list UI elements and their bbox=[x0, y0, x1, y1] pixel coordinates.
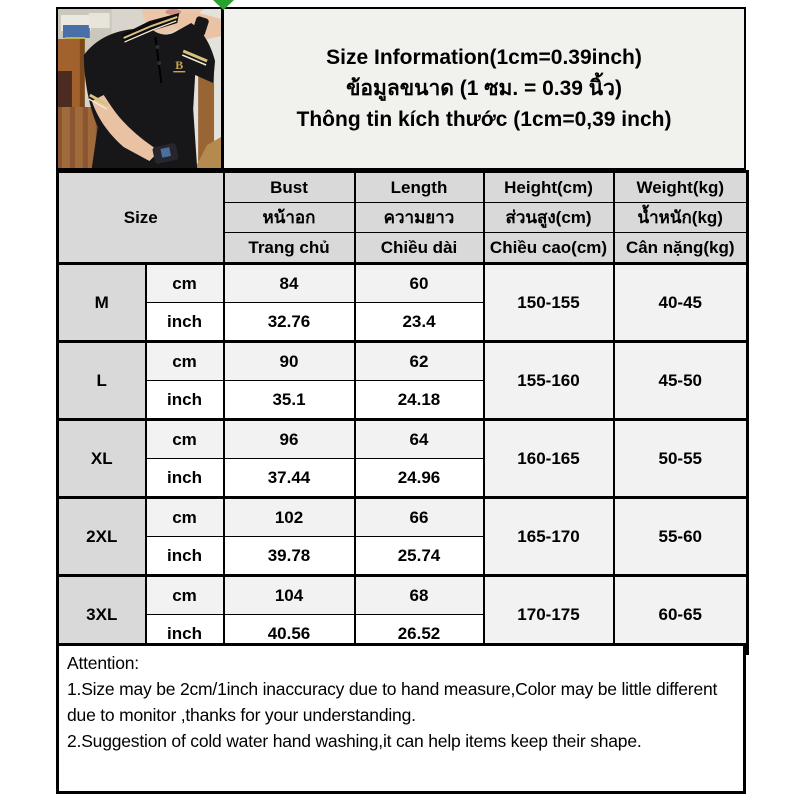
size-table: Size Bust Length Height(cm) Weight(kg) ห… bbox=[56, 170, 749, 655]
size-2xl: 2XL bbox=[56, 496, 147, 576]
m-length-cm: 60 bbox=[353, 262, 485, 303]
row-l-inch: inch 35.1 24.18 bbox=[58, 380, 748, 420]
2xl-bust-cm: 102 bbox=[222, 496, 356, 537]
3xl-weight: 60-65 bbox=[612, 574, 749, 654]
col-weight-en: Weight(kg) bbox=[612, 171, 749, 203]
green-corner-accent bbox=[213, 0, 234, 10]
3xl-length-cm: 68 bbox=[353, 574, 485, 615]
col-bust-th: หน้าอก bbox=[222, 202, 356, 233]
unit-cm: cm bbox=[144, 574, 225, 615]
2xl-bust-inch: 39.78 bbox=[222, 536, 356, 576]
row-l-cm: L cm 90 62 155-160 45-50 bbox=[56, 340, 749, 420]
header-row-thai: หน้าอก ความยาว ส่วนสูง(cm) น้ำหนัก(kg) bbox=[58, 202, 749, 233]
col-height-vi: Chiều cao(cm) bbox=[482, 232, 615, 264]
xl-weight: 50-55 bbox=[612, 418, 749, 498]
title-vietnamese: Thông tin kích thước (1cm=0,39 inch) bbox=[296, 108, 672, 131]
l-length-inch: 24.18 bbox=[353, 380, 485, 420]
col-weight-th: น้ำหนัก(kg) bbox=[612, 202, 749, 233]
unit-inch: inch bbox=[144, 302, 225, 342]
m-height: 150-155 bbox=[482, 262, 615, 342]
l-length-cm: 62 bbox=[353, 340, 485, 381]
title-english: Size Information(1cm=0.39inch) bbox=[326, 46, 642, 69]
col-height-th: ส่วนสูง(cm) bbox=[482, 202, 615, 233]
unit-inch: inch bbox=[144, 380, 225, 420]
l-weight: 45-50 bbox=[612, 340, 749, 420]
row-2xl-inch: inch 39.78 25.74 bbox=[58, 536, 748, 576]
2xl-length-inch: 25.74 bbox=[353, 536, 485, 576]
unit-inch: inch bbox=[144, 536, 225, 576]
3xl-height: 170-175 bbox=[482, 574, 615, 654]
size-xl: XL bbox=[56, 418, 147, 498]
row-3xl-cm: 3XL cm 104 68 170-175 60-65 bbox=[56, 574, 749, 654]
xl-length-inch: 24.96 bbox=[353, 458, 485, 498]
m-bust-inch: 32.76 bbox=[222, 302, 356, 342]
top-section: B Size Information(1cm=0.39inch) ข้อมูลข… bbox=[56, 7, 746, 170]
l-height: 155-160 bbox=[482, 340, 615, 420]
size-header-cell: Size bbox=[56, 171, 225, 264]
xl-bust-cm: 96 bbox=[222, 418, 356, 459]
size-m: M bbox=[56, 262, 147, 342]
row-m-cm: M cm 84 60 150-155 40-45 bbox=[56, 262, 749, 342]
xl-length-cm: 64 bbox=[353, 418, 485, 459]
unit-cm: cm bbox=[144, 340, 225, 381]
attention-notes: Attention: 1.Size may be 2cm/1inch inacc… bbox=[56, 643, 746, 794]
attention-note-1: 1.Size may be 2cm/1inch inaccuracy due t… bbox=[67, 679, 718, 725]
m-length-inch: 23.4 bbox=[353, 302, 485, 342]
2xl-weight: 55-60 bbox=[612, 496, 749, 576]
2xl-height: 165-170 bbox=[482, 496, 615, 576]
l-bust-inch: 35.1 bbox=[222, 380, 356, 420]
row-xl-cm: XL cm 96 64 160-165 50-55 bbox=[56, 418, 749, 498]
unit-cm: cm bbox=[144, 418, 225, 459]
header-row-vietnamese: Trang chủ Chiều dài Chiều cao(cm) Cân nặ… bbox=[58, 232, 749, 264]
col-length-en: Length bbox=[353, 171, 485, 203]
3xl-bust-cm: 104 bbox=[222, 574, 356, 615]
col-bust-en: Bust bbox=[222, 171, 356, 203]
row-2xl-cm: 2XL cm 102 66 165-170 55-60 bbox=[56, 496, 749, 576]
col-weight-vi: Cân nặng(kg) bbox=[612, 232, 749, 264]
attention-heading: Attention: bbox=[67, 653, 139, 673]
row-m-inch: inch 32.76 23.4 bbox=[58, 302, 748, 342]
unit-cm: cm bbox=[144, 496, 225, 537]
2xl-length-cm: 66 bbox=[353, 496, 485, 537]
xl-bust-inch: 37.44 bbox=[222, 458, 356, 498]
size-l: L bbox=[56, 340, 147, 420]
col-bust-vi: Trang chủ bbox=[222, 232, 356, 264]
title-thai: ข้อมูลขนาด (1 ซม. = 0.39 นิ้ว) bbox=[346, 77, 622, 100]
svg-text:B: B bbox=[175, 58, 183, 72]
col-length-th: ความยาว bbox=[353, 202, 485, 233]
unit-inch: inch bbox=[144, 458, 225, 498]
col-length-vi: Chiều dài bbox=[353, 232, 485, 264]
attention-note-2: 2.Suggestion of cold water hand washing,… bbox=[67, 731, 642, 751]
l-bust-cm: 90 bbox=[222, 340, 356, 381]
model-black-polo-photo-icon: B bbox=[58, 9, 221, 168]
col-height-en: Height(cm) bbox=[482, 171, 615, 203]
size-information-title-block: Size Information(1cm=0.39inch) ข้อมูลขนา… bbox=[223, 7, 746, 170]
m-bust-cm: 84 bbox=[222, 262, 356, 303]
m-weight: 40-45 bbox=[612, 262, 749, 342]
xl-height: 160-165 bbox=[482, 418, 615, 498]
size-3xl: 3XL bbox=[56, 574, 147, 654]
product-photo: B bbox=[56, 7, 223, 170]
unit-cm: cm bbox=[144, 262, 225, 303]
header-row-english: Size Bust Length Height(cm) Weight(kg) bbox=[56, 171, 749, 264]
